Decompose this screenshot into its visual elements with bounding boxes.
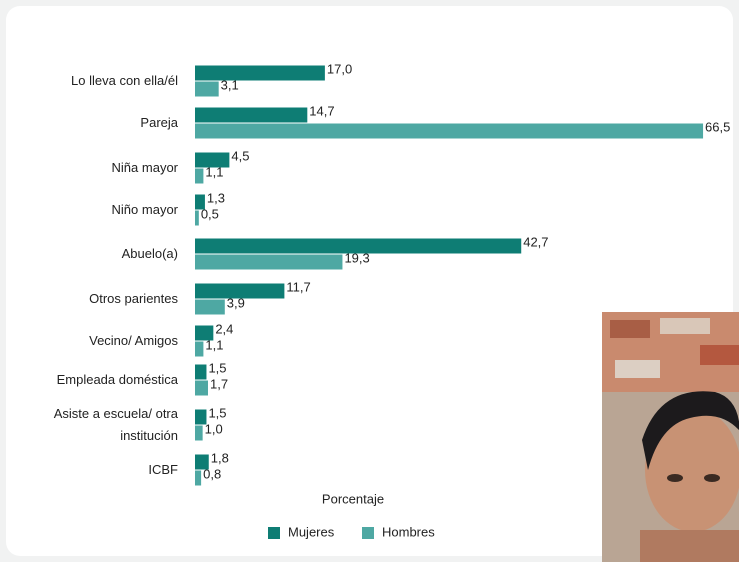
value-label: 17,0 — [327, 61, 352, 76]
value-label: 1,1 — [205, 337, 223, 352]
bar — [195, 169, 203, 184]
bar — [195, 426, 203, 441]
bar — [195, 66, 325, 81]
value-label: 14,7 — [309, 103, 334, 118]
value-label: 1,0 — [205, 421, 223, 436]
bar — [195, 108, 307, 123]
photo — [602, 312, 739, 562]
value-label: 1,7 — [210, 376, 228, 391]
value-label: 11,7 — [286, 279, 310, 294]
legend-label: Mujeres — [288, 524, 335, 539]
value-label: 19,3 — [344, 250, 369, 265]
bar — [195, 471, 201, 486]
bar — [195, 124, 703, 139]
legend-swatch — [268, 527, 280, 539]
bar — [195, 211, 199, 226]
category-label: Vecino/ Amigos — [18, 330, 178, 352]
bar — [195, 342, 203, 357]
bar — [195, 381, 208, 396]
category-label: Pareja — [18, 112, 178, 134]
category-label: Otros parientes — [18, 288, 178, 310]
legend-swatch — [362, 527, 374, 539]
value-label: 1,1 — [205, 164, 223, 179]
value-label: 2,4 — [215, 321, 233, 336]
category-label: Empleada doméstica — [18, 369, 178, 391]
category-label: Lo lleva con ella/él — [18, 70, 178, 92]
value-label: 4,5 — [231, 148, 249, 163]
bar — [195, 300, 225, 315]
value-label: 1,5 — [208, 405, 226, 420]
bar — [195, 365, 206, 380]
category-label: Niño mayor — [18, 199, 178, 221]
value-label: 0,5 — [201, 206, 219, 221]
value-label: 3,1 — [221, 77, 239, 92]
value-label: 42,7 — [523, 234, 548, 249]
value-label: 1,8 — [211, 450, 229, 465]
page: Porcentaje 17,0 3,1 14,7 66,5 4,5 1,1 1,30,5 42… — [0, 0, 739, 562]
x-axis-label: Porcentaje — [322, 491, 384, 506]
value-label: 0,8 — [203, 466, 221, 481]
category-label: Niña mayor — [18, 157, 178, 179]
category-label: Asiste a escuela/ otra institución — [18, 403, 178, 447]
value-label: 66,5 — [705, 119, 730, 134]
value-label: 1,3 — [207, 190, 225, 205]
category-label: Abuelo(a) — [18, 243, 178, 265]
legend-label: Hombres — [382, 524, 435, 539]
category-label: ICBF — [18, 459, 178, 481]
bar — [195, 82, 219, 97]
value-label: 1,5 — [208, 360, 226, 375]
value-label: 3,9 — [227, 295, 245, 310]
bar — [195, 255, 342, 270]
